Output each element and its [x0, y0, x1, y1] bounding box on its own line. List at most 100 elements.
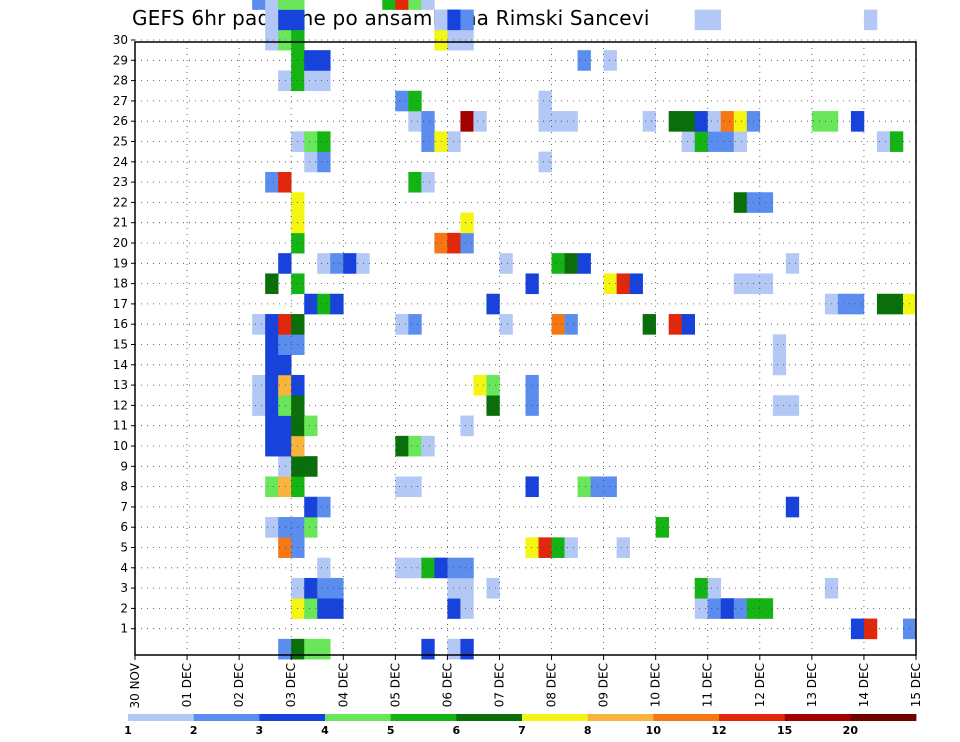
heatmap-cell-169 — [538, 90, 552, 112]
heatmap-cell-44 — [304, 496, 318, 518]
heatmap-cell-157 — [538, 111, 578, 132]
heatmap-cell-87 — [252, 314, 266, 335]
colorbar-label-4: 5 — [387, 724, 395, 737]
heatmap-cell-127 — [447, 232, 461, 254]
heatmap-cell-156 — [473, 111, 487, 132]
heatmap-cell-158 — [642, 111, 656, 132]
heatmap-cell-154 — [421, 111, 435, 132]
colorbar-label-1: 2 — [190, 724, 198, 737]
heatmap-cell-186 — [447, 9, 461, 31]
heatmap-cell-137 — [421, 171, 435, 193]
heatmap-cell-64 — [278, 415, 292, 437]
heatmap-cell-38 — [564, 537, 578, 558]
heatmap-cell-193 — [382, 0, 396, 10]
heatmap-cell-75 — [252, 374, 266, 396]
heatmap-cell-152 — [889, 131, 904, 152]
y-tick-label-25: 25 — [113, 135, 128, 149]
heatmap-cell-110 — [603, 273, 617, 295]
heatmap-cell-188 — [694, 9, 722, 31]
colorbar-swatch-1 — [193, 714, 260, 721]
y-tick-label-21: 21 — [113, 216, 128, 230]
x-tick-label-10: 10 DEC — [649, 663, 663, 707]
heatmap-cell-52 — [577, 476, 591, 498]
x-tick-label-2: 02 DEC — [232, 663, 246, 707]
heatmap-cell-99 — [304, 293, 318, 315]
heatmap-cell-39 — [616, 537, 630, 558]
plot-frame — [134, 41, 917, 656]
colorbar-swatch-11 — [850, 714, 917, 721]
y-axis-ticks: 1234567891011121314151617181920212223242… — [113, 33, 135, 636]
heatmap-cell-191 — [265, 0, 279, 10]
colorbar-swatch-2 — [259, 714, 326, 721]
heatmap-cell-74 — [772, 395, 800, 416]
heatmap-cell-42 — [304, 517, 318, 538]
heatmap-cell-192 — [278, 0, 305, 10]
y-tick-label-23: 23 — [113, 175, 128, 189]
heatmap-cell-91 — [395, 314, 409, 335]
colorbar-label-7: 8 — [584, 724, 592, 737]
heatmap-cell-25 — [694, 577, 709, 599]
heatmap-cell-130 — [460, 212, 474, 234]
y-tick-label-11: 11 — [113, 419, 128, 433]
heatmap-cell-122 — [564, 253, 578, 274]
heatmap-cell-15 — [707, 598, 722, 619]
heatmap-cell-148 — [694, 131, 709, 152]
y-tick-label-2: 2 — [120, 601, 128, 615]
heatmap-cell-119 — [356, 253, 370, 274]
colorbar-swatch-7 — [587, 714, 654, 721]
heatmap-cell-28 — [317, 557, 331, 579]
heatmap-cell-57 — [265, 435, 279, 457]
heatmap-cell-6 — [850, 618, 865, 640]
heatmap-cell-67 — [460, 415, 474, 437]
heatmap-cell-161 — [707, 111, 722, 132]
heatmap-cell-1 — [291, 638, 305, 660]
heatmap-cell-160 — [694, 111, 709, 132]
heatmap-cell-147 — [681, 131, 696, 152]
x-tick-label-7: 07 DEC — [492, 663, 506, 707]
heatmap-cell-104 — [837, 293, 865, 315]
colorbar-label-9: 12 — [711, 724, 726, 737]
y-tick-label-15: 15 — [113, 338, 128, 352]
x-tick-label-3: 03 DEC — [284, 663, 298, 707]
colorbar-label-11: 20 — [843, 724, 859, 737]
x-tick-label-9: 09 DEC — [597, 663, 611, 707]
x-tick-label-13: 13 DEC — [805, 663, 819, 707]
y-tick-label-6: 6 — [120, 520, 128, 534]
colorbar: 1 2 3 4 5 6 7 8 10 12 15 20 — [124, 714, 917, 737]
y-tick-label-28: 28 — [113, 74, 128, 88]
heatmap-cell-4 — [447, 638, 461, 660]
heatmap-cell-123 — [577, 253, 591, 274]
heatmap-cell-37 — [551, 537, 565, 558]
heatmap-cell-112 — [629, 273, 643, 295]
heatmap-cell-184 — [291, 9, 305, 31]
heatmap-cell-134 — [265, 171, 279, 193]
heatmap-cell-146 — [447, 131, 461, 152]
heatmap-cell-185 — [434, 9, 448, 31]
heatmap-cell-140 — [538, 151, 552, 173]
heatmap-cell-190 — [252, 0, 266, 10]
x-tick-label-12: 12 DEC — [753, 663, 767, 707]
colorbar-swatch-10 — [784, 714, 851, 721]
heatmap-cell-187 — [460, 9, 474, 31]
heatmap-cell-167 — [395, 90, 409, 112]
heatmap-cell-174 — [304, 50, 331, 71]
heatmap-cell-176 — [603, 50, 617, 71]
heatmap-cell-45 — [317, 496, 331, 518]
colorbar-label-6: 7 — [518, 724, 526, 737]
colorbar-swatch-9 — [719, 714, 786, 721]
heatmap-cell-135 — [278, 171, 292, 193]
heatmap-cell-98 — [681, 314, 696, 335]
y-tick-label-12: 12 — [113, 398, 128, 412]
heatmap-cell-17 — [733, 598, 748, 619]
heatmap-cell-101 — [330, 293, 344, 315]
colorbar-swatch-0 — [128, 714, 195, 721]
heatmap-cell-86 — [772, 334, 787, 355]
y-tick-label-27: 27 — [113, 94, 128, 108]
heatmap-cell-88 — [265, 314, 279, 335]
colorbar-label-8: 10 — [646, 724, 662, 737]
heatmap-cell-143 — [317, 131, 331, 152]
heatmap-cell-16 — [720, 598, 735, 619]
heatmap-cell-120 — [499, 253, 513, 274]
y-tick-label-10: 10 — [113, 439, 128, 453]
